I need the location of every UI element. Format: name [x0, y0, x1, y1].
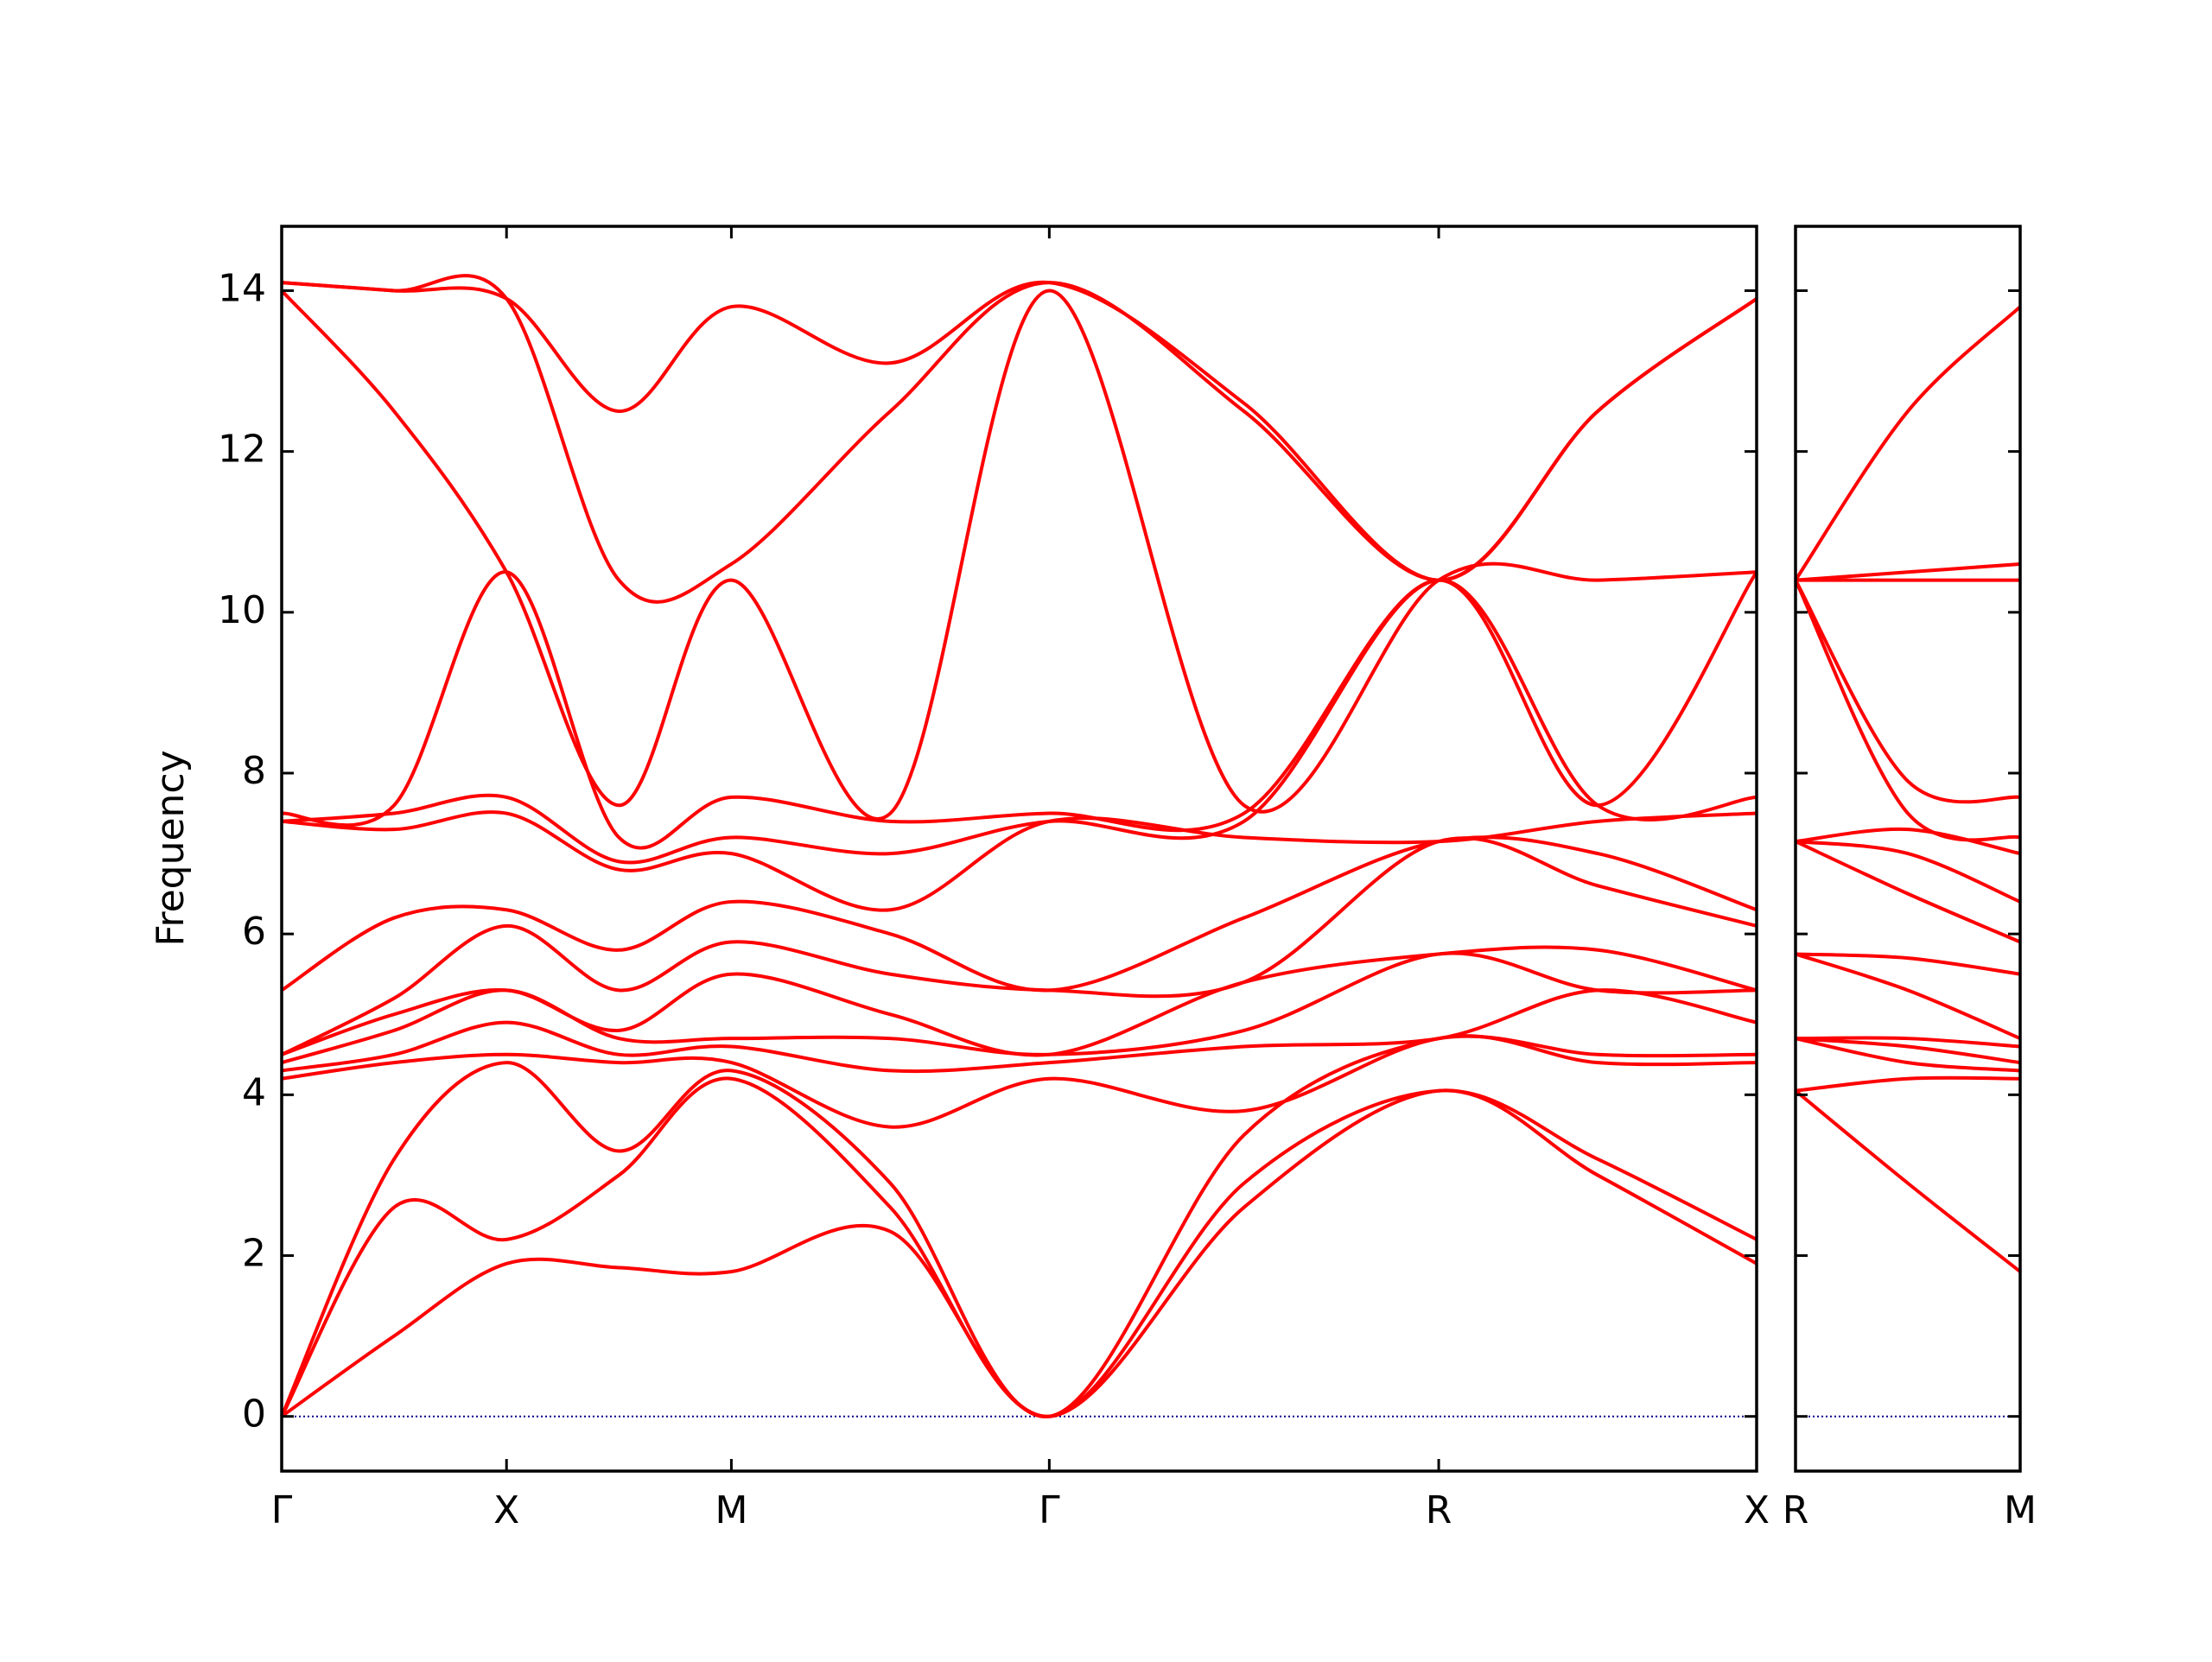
y-tick-label: 2 — [242, 1232, 266, 1276]
y-axis-label: Frequency — [149, 750, 193, 946]
band-line — [281, 836, 1758, 1056]
band-line — [1795, 840, 2021, 944]
y-tick-label: 12 — [218, 428, 266, 472]
band-line — [281, 570, 1758, 850]
band-line — [1794, 1089, 2022, 1273]
band-line — [1795, 952, 2021, 1041]
y-tick-label: 4 — [242, 1070, 266, 1114]
band-line — [281, 810, 1758, 912]
band-line — [1795, 1075, 2021, 1093]
plot-frame — [280, 225, 1758, 1473]
y-tick-label: 0 — [242, 1392, 266, 1437]
plot-frame — [1794, 225, 2022, 1473]
band-line — [280, 835, 1758, 993]
band-line — [1794, 305, 2022, 581]
y-tick-label: 8 — [242, 749, 266, 793]
band-line — [280, 1034, 1758, 1418]
band-line — [281, 1034, 1758, 1129]
y-tick-label: 10 — [218, 588, 266, 632]
band-line — [1795, 561, 2021, 582]
band-line — [1795, 840, 2021, 904]
x-tick-label: Γ — [271, 1488, 293, 1532]
x-tick-label: R — [1426, 1488, 1452, 1532]
x-tick-label: R — [1783, 1488, 1809, 1532]
x-tick-label: Γ — [1039, 1488, 1060, 1532]
band-line — [1795, 952, 2021, 976]
band-line — [280, 1076, 1758, 1418]
band-line — [1794, 579, 2021, 804]
band-line — [1795, 827, 2021, 856]
band-line — [281, 945, 1758, 1057]
y-tick-label: 14 — [218, 266, 266, 310]
band-line — [281, 274, 1758, 604]
x-tick-label: X — [1744, 1488, 1770, 1532]
band-line — [1795, 1037, 2021, 1065]
band-line — [280, 289, 1758, 821]
x-tick-label: M — [2004, 1488, 2037, 1532]
band-line — [281, 578, 1758, 865]
x-tick-label: X — [493, 1488, 519, 1532]
band-line — [280, 1088, 1758, 1418]
band-line — [281, 988, 1758, 1074]
y-tick-label: 6 — [242, 910, 266, 954]
band-line — [1795, 1037, 2021, 1073]
band-line — [1795, 1036, 2021, 1049]
band-line — [281, 280, 1758, 582]
x-tick-label: M — [715, 1488, 747, 1532]
band-line — [1794, 579, 2021, 842]
